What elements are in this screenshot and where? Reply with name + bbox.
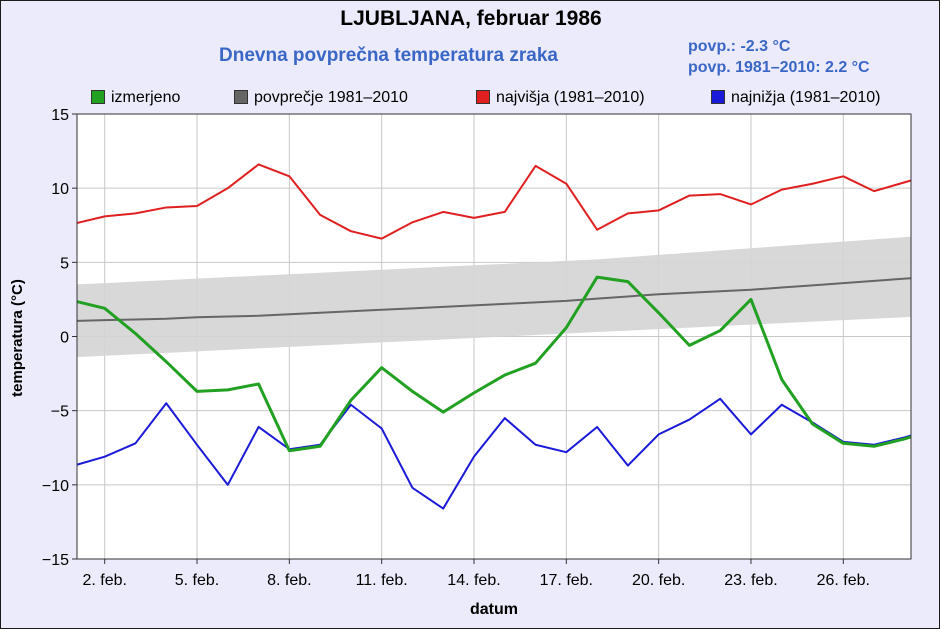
legend-label-max: najvišja (1981–2010) — [496, 89, 645, 106]
x-tick-label: 11. feb. — [356, 572, 408, 589]
series-line-measured — [77, 275, 911, 453]
month-average-text: povp.: -2.3 °C — [688, 38, 791, 55]
series-lines — [77, 163, 911, 510]
reference-average-text: povp. 1981–2010: 2.2 °C — [688, 59, 870, 76]
y-tick-label: −10 — [42, 478, 69, 495]
chart-title: LJUBLJANA, februar 1986 — [340, 7, 602, 30]
legend-swatch-min — [711, 90, 725, 104]
x-tick-label: 26. feb. — [817, 572, 870, 589]
x-tick-label: 14. feb. — [447, 572, 500, 589]
x-tick-label: 2. feb. — [82, 572, 126, 589]
legend-label-average: povprečje 1981–2010 — [254, 89, 408, 106]
series-line-max — [77, 163, 911, 240]
series-line-average — [77, 277, 911, 322]
reference-band — [77, 236, 911, 358]
legend-swatch-average — [234, 90, 248, 104]
y-axis-label: temperatura (°C) — [9, 279, 26, 397]
x-tick-label: 20. feb. — [632, 572, 685, 589]
legend-swatch-measured — [91, 90, 105, 104]
legend-swatch-max — [476, 90, 490, 104]
y-tick-label: 0 — [60, 330, 69, 347]
x-tick-label: 23. feb. — [724, 572, 777, 589]
x-tick-label: 17. feb. — [540, 572, 593, 589]
chart-subtitle: Dnevna povprečna temperatura zraka — [219, 45, 558, 66]
series-line-min — [77, 397, 911, 510]
y-tick-label: 10 — [51, 181, 69, 198]
y-tick-label: −5 — [51, 404, 69, 421]
y-tick-label: −15 — [42, 552, 69, 569]
x-tick-label: 5. feb. — [175, 572, 219, 589]
reference-band-area — [77, 236, 911, 358]
x-tick-label: 8. feb. — [267, 572, 311, 589]
y-axis-ticks: −15 −10 −5 0 5 10 15 — [42, 107, 77, 569]
legend-label-measured: izmerjeno — [111, 89, 181, 106]
x-axis-ticks: 2. feb. 5. feb. 8. feb. 11. feb. 14. feb. 17.… — [82, 559, 870, 589]
y-tick-label: 5 — [60, 255, 69, 272]
legend-label-min: najnižja (1981–2010) — [731, 89, 881, 106]
x-axis-label: datum — [470, 601, 518, 618]
y-tick-label: 15 — [51, 107, 69, 124]
